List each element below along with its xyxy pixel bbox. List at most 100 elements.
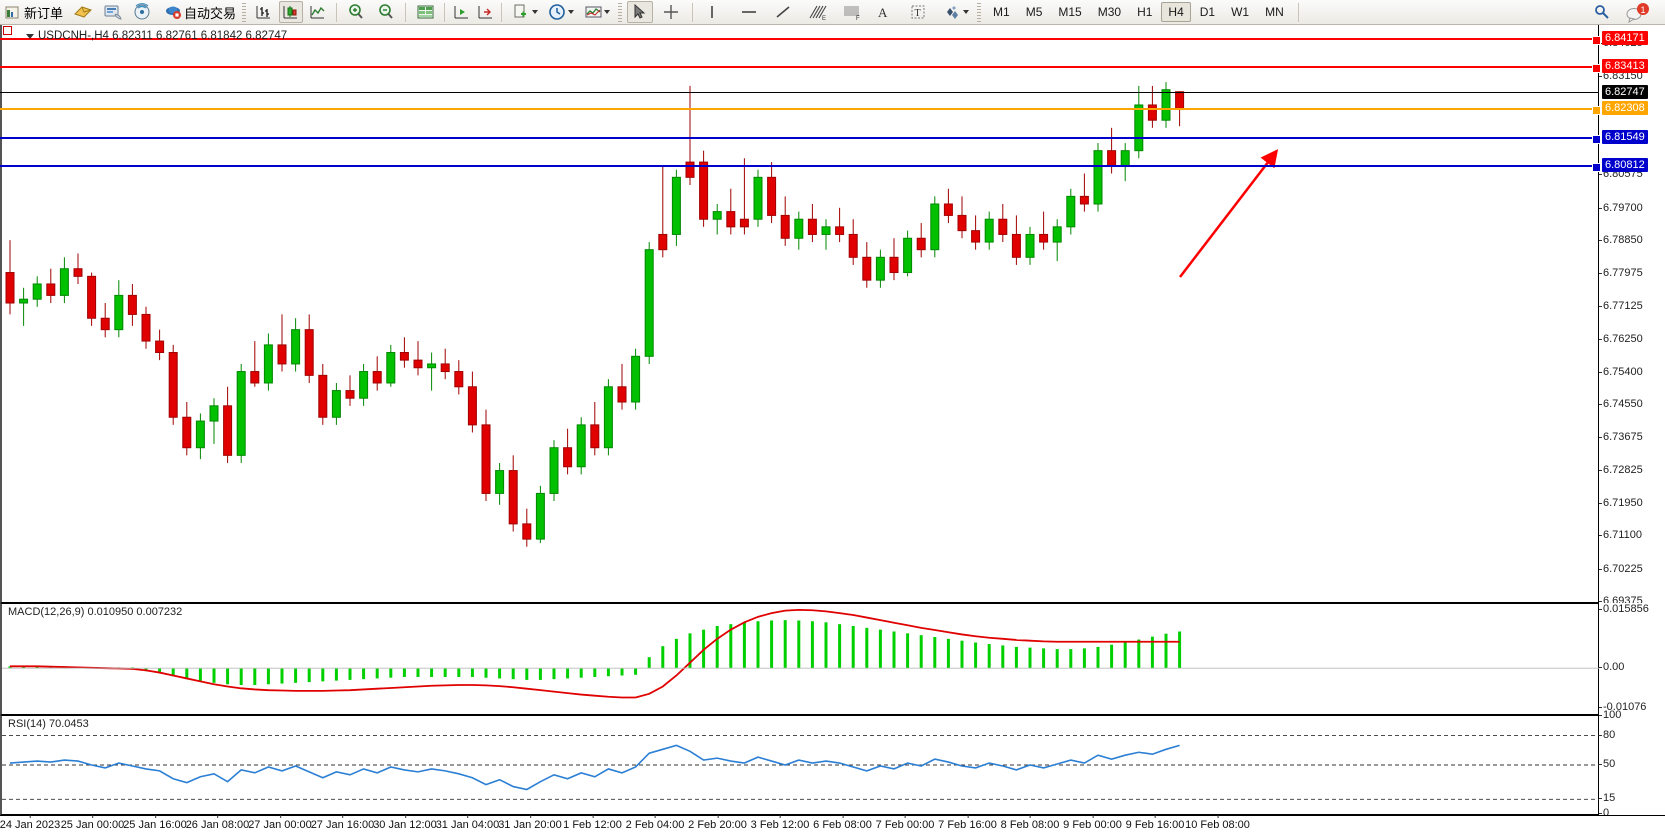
level-line-current-price[interactable] (0, 91, 1599, 93)
alert-icon[interactable]: 1 (1625, 3, 1651, 23)
timeframe-m30[interactable]: M30 (1097, 5, 1122, 19)
macd-tick: 0.00 (1598, 661, 1625, 674)
text-icon[interactable]: A (875, 3, 893, 21)
hline-icon[interactable] (739, 3, 757, 21)
shift-end-button[interactable] (474, 1, 496, 23)
new-order-button[interactable]: 新订单 (1, 1, 66, 23)
vline-icon[interactable] (705, 3, 723, 21)
time-axis: 24 Jan 2023 25 Jan 00:00 25 Jan 16:00 26 Ja… (0, 815, 1665, 837)
new-order-label: 新订单 (24, 5, 64, 21)
level-label-support-upper[interactable]: 6.81549 (1602, 130, 1648, 145)
price-tick: 6.74550 (1599, 397, 1643, 410)
time-tick: 9 Feb 16:00 (1125, 815, 1185, 831)
price-tick: 6.77125 (1599, 299, 1643, 312)
level-label-support-lower[interactable]: 6.80812 (1602, 158, 1648, 173)
price-tick: 6.71100 (1599, 529, 1642, 542)
level-handle[interactable] (1592, 64, 1601, 74)
timeframe-mn[interactable]: MN (1265, 5, 1284, 19)
level-label-resistance-upper[interactable]: 6.84171 (1602, 30, 1648, 45)
search-icon[interactable] (1593, 3, 1611, 21)
svg-text:E: E (822, 16, 826, 21)
timeframe-m15[interactable]: M15 (1058, 5, 1082, 19)
price-axis[interactable]: 6.840256.831506.805756.797006.788506.779… (1599, 25, 1665, 607)
indicator-icon[interactable] (584, 3, 602, 21)
toolbar-separator-4 (501, 2, 503, 22)
zoom-in-icon[interactable] (347, 3, 365, 21)
timeframe-m5[interactable]: M5 (1025, 5, 1043, 19)
price-pane[interactable]: USDCNH-,H4 6.82311 6.82761 6.81842 6.827… (0, 25, 1599, 603)
template-dropdown-arrow[interactable] (532, 10, 539, 14)
zoom-out-icon[interactable] (377, 3, 395, 21)
auto-trading-button[interactable]: 自动交易 (161, 1, 239, 23)
macd-axis[interactable]: 0.015856 0.00 -0.01076 (1598, 603, 1665, 715)
level-line-resistance-upper[interactable] (0, 35, 1601, 45)
chart-collapse-arrow[interactable] (26, 34, 34, 39)
chart-title: USDCNH-,H4 6.82311 6.82761 6.81842 6.827… (38, 30, 288, 42)
shapes-icon[interactable] (943, 3, 961, 21)
level-line-support-lower[interactable] (0, 163, 1601, 173)
level-handle[interactable] (1592, 35, 1601, 45)
bar-chart-icon[interactable] (255, 3, 273, 21)
level-handle[interactable] (1592, 135, 1601, 145)
candlestick-chart-button[interactable] (279, 1, 304, 23)
time-tick: 2 Feb 20:00 (688, 815, 747, 831)
template-icon[interactable] (512, 3, 530, 21)
wallet-icon[interactable] (73, 3, 92, 21)
shift-start-icon (452, 3, 470, 21)
fibonacci-icon[interactable]: F (841, 3, 860, 21)
level-handle[interactable] (1592, 163, 1601, 173)
rsi-label: RSI(14) 70.0453 (8, 718, 89, 730)
level-line-support-upper[interactable] (0, 135, 1601, 145)
timeframe-h1[interactable]: H1 (1137, 5, 1153, 19)
rsi-pane[interactable]: RSI(14) 70.0453 (0, 715, 1599, 815)
period-dropdown-arrow[interactable] (568, 10, 575, 14)
rsi-axis[interactable]: 100 80 50 15 0 (1598, 709, 1665, 819)
chart-area[interactable]: USDCNH-,H4 6.82311 6.82761 6.81842 6.827… (0, 25, 1665, 837)
level-label-resistance-lower[interactable]: 6.83413 (1602, 59, 1648, 74)
macd-tick: 0.015856 (1599, 603, 1649, 616)
crosshair-icon[interactable] (662, 3, 680, 21)
trendline-icon[interactable] (773, 3, 791, 21)
level-handle[interactable] (1592, 106, 1601, 116)
shapes-dropdown-arrow[interactable] (963, 10, 970, 14)
time-tick: 24 Jan 2023 (0, 815, 61, 831)
timeframe-w1[interactable]: W1 (1231, 5, 1250, 19)
level-label-current-price[interactable]: 6.82747 (1602, 84, 1648, 99)
level-label-pivot[interactable]: 6.82308 (1602, 101, 1648, 116)
indicator-dropdown-arrow[interactable] (604, 10, 611, 14)
price-tick: 6.71950 (1599, 496, 1643, 509)
timeframe-d1[interactable]: D1 (1199, 5, 1216, 19)
time-tick: 3 Feb 12:00 (750, 815, 810, 831)
label-icon[interactable]: T (909, 3, 927, 21)
time-tick: 1 Feb 12:00 (563, 815, 622, 831)
signal-icon[interactable] (133, 3, 151, 21)
timeframe-group: M1 M5 M15 M30 H1 H4 D1 W1 MN (985, 2, 1292, 22)
macd-pane[interactable]: MACD(12,26,9) 0.010950 0.007232 (0, 603, 1599, 715)
time-tick: 7 Feb 00:00 (875, 815, 935, 831)
time-tick: 2 Feb 04:00 (625, 815, 685, 831)
period-icon[interactable] (548, 3, 566, 21)
macd-canvas (2, 608, 1599, 699)
price-tick: 6.72825 (1599, 463, 1643, 476)
toolbar-grip-2[interactable] (618, 2, 623, 22)
equidistant-icon[interactable]: E (807, 3, 827, 21)
time-tick: 25 Jan 16:00 (123, 815, 187, 831)
toolbar-grip-3[interactable] (977, 2, 982, 22)
timeframe-m1[interactable]: M1 (993, 5, 1010, 19)
rsi-tick: 80 (1598, 728, 1616, 741)
level-line-pivot[interactable] (0, 106, 1601, 116)
svg-text:A: A (878, 5, 888, 20)
candlestick-canvas (5, 82, 1279, 547)
time-tick: 7 Feb 16:00 (938, 815, 997, 831)
data-window-icon[interactable] (416, 3, 434, 21)
time-tick: 26 Jan 08:00 (185, 815, 250, 831)
level-line-resistance-lower[interactable] (0, 64, 1601, 74)
toolbar-grip-1[interactable] (242, 2, 247, 22)
terminal-icon[interactable] (103, 3, 122, 21)
cursor-button[interactable] (627, 1, 654, 23)
price-tick: 6.83150 (1599, 70, 1643, 83)
timeframe-h4[interactable]: H4 (1161, 2, 1191, 22)
line-chart-icon[interactable] (309, 3, 327, 21)
shift-start-button[interactable] (450, 1, 472, 23)
time-tick: 27 Jan 00:00 (248, 815, 312, 831)
